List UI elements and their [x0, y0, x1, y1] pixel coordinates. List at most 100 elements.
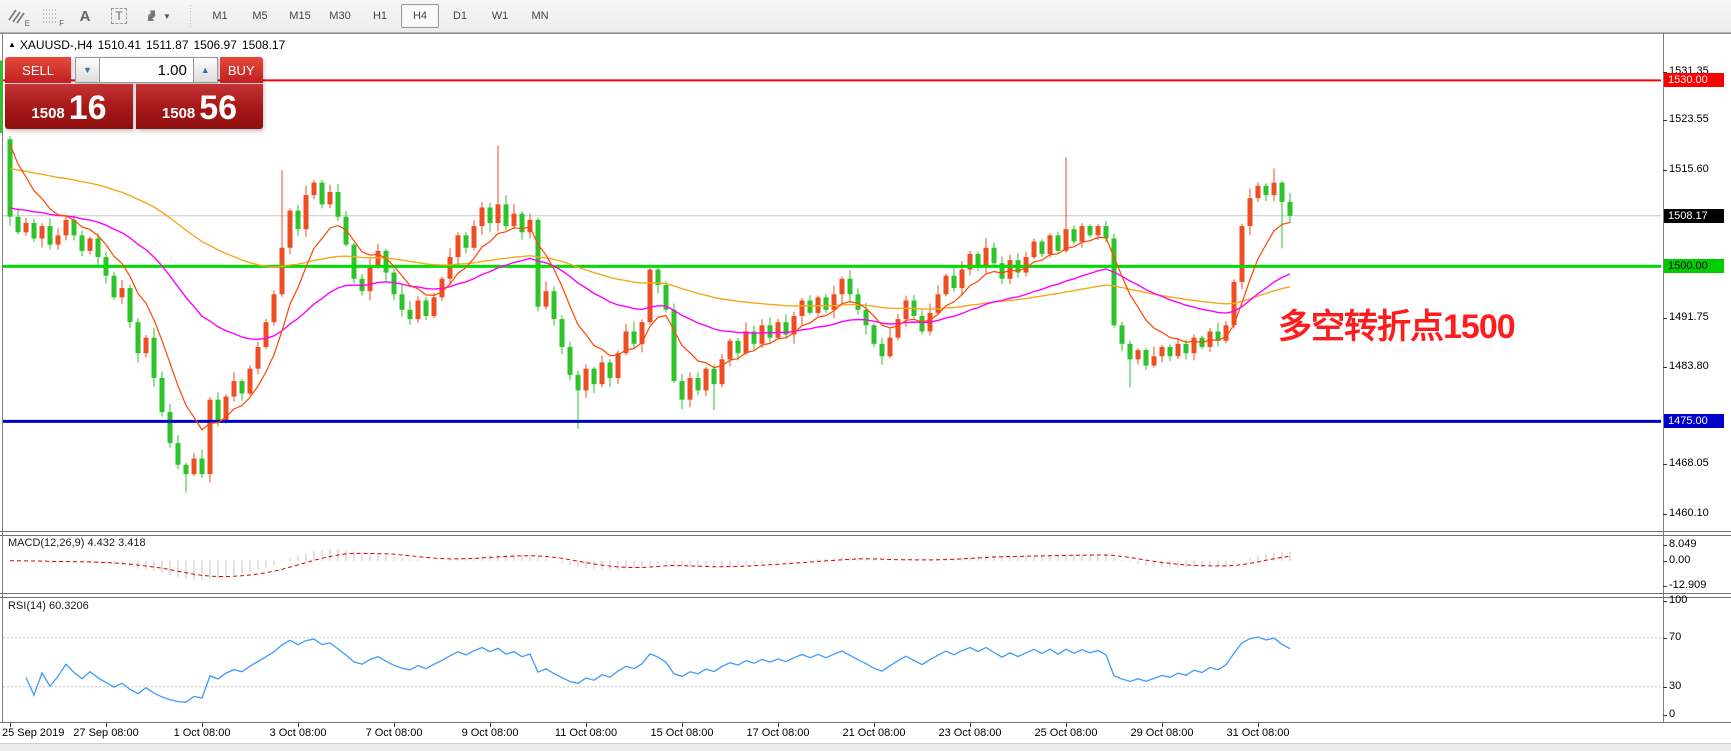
text-label-icon[interactable]: A — [79, 7, 91, 25]
rsi-label: RSI(14) 60.3206 — [8, 600, 89, 612]
price-tick-label: 1460.10 — [1669, 507, 1709, 519]
rsi-tick — [1663, 715, 1667, 716]
macd-main-value: 4.432 — [87, 537, 116, 549]
time-tick — [778, 723, 779, 727]
macd-tick — [1663, 561, 1667, 562]
volume-decrement-button[interactable]: ▼ — [75, 57, 100, 83]
ask-quote[interactable]: 1508 56 — [136, 84, 263, 129]
macd-tick-label: 0.00 — [1669, 554, 1691, 566]
price-tick-label: 1515.60 — [1669, 163, 1709, 175]
rsi-tick — [1663, 687, 1667, 688]
price-tick — [1663, 72, 1667, 73]
time-axis[interactable]: 25 Sep 2019 27 Sep 08:00 1 Oct 08:00 3 Oct … — [0, 723, 1731, 742]
chart-left-border — [2, 33, 3, 722]
bid-small-digits: 1508 — [31, 105, 65, 122]
toolbar: E F A T ▼ M1 M5 M15 M30 H1 H4 D1 W1 MN — [0, 0, 1731, 33]
ask-big-digits: 56 — [199, 89, 238, 127]
rsi-tick-label: 0 — [1669, 708, 1676, 720]
time-tick-label: 27 Sep 08:00 — [73, 727, 139, 739]
price-line-label: 1530.00 — [1664, 73, 1724, 87]
macd-rsi-separator[interactable] — [0, 593, 1731, 594]
bid-quote[interactable]: 1508 16 — [5, 84, 133, 129]
time-tick-label: 29 Oct 08:00 — [1130, 727, 1194, 739]
timeframe-d1[interactable]: D1 — [452, 10, 468, 22]
time-tick — [874, 723, 875, 727]
rsi-plot[interactable] — [0, 597, 1731, 722]
timeframe-m15[interactable]: M15 — [289, 10, 311, 22]
one-click-trade-panel: SELL ▼ ▲ BUY 1508 16 1508 56 — [5, 57, 263, 129]
collapse-icon[interactable]: ▲ — [8, 40, 16, 49]
fast-ma — [9, 144, 1291, 431]
price-tick — [1663, 514, 1667, 515]
rsi-tick-label: 100 — [1669, 594, 1688, 606]
time-tick-label: 7 Oct 08:00 — [365, 727, 423, 739]
rsi-line — [25, 636, 1291, 703]
chart-top-border — [0, 33, 1731, 34]
bid-big-digits: 16 — [68, 89, 107, 127]
main-chart-plot[interactable] — [0, 33, 1731, 531]
time-tick-label: 31 Oct 08:00 — [1226, 727, 1290, 739]
time-tick-label: 15 Oct 08:00 — [650, 727, 714, 739]
time-tick-label: 1 Oct 08:00 — [173, 727, 231, 739]
time-tick — [202, 723, 203, 727]
fibo-grid-icon[interactable]: F — [35, 3, 67, 29]
sell-button[interactable]: SELL — [5, 57, 72, 83]
price-line-label: 1475.00 — [1664, 414, 1724, 428]
time-tick — [490, 723, 491, 727]
time-tick-label: 23 Oct 08:00 — [938, 727, 1002, 739]
rsi-tick-label: 70 — [1669, 631, 1682, 643]
timeframe-w1[interactable]: W1 — [491, 10, 509, 22]
rsi-tick — [1663, 601, 1667, 602]
volume-increment-button[interactable]: ▲ — [192, 57, 218, 83]
time-tick-label: 17 Oct 08:00 — [746, 727, 810, 739]
time-tick — [106, 723, 107, 727]
main-macd-separator[interactable] — [0, 531, 1731, 532]
time-tick-label: 3 Oct 08:00 — [269, 727, 327, 739]
price-tick — [1663, 464, 1667, 465]
buy-button[interactable]: BUY — [219, 57, 263, 83]
price-tick-label: 1491.75 — [1669, 311, 1709, 323]
timeframe-m1[interactable]: M1 — [212, 10, 228, 22]
macd-plot[interactable] — [0, 535, 1731, 593]
time-tick-label: 25 Oct 08:00 — [1034, 727, 1098, 739]
slow-ma — [9, 167, 1291, 310]
rsi-top-border — [0, 597, 1731, 598]
macd-tick — [1663, 545, 1667, 546]
close-value: 1508.17 — [241, 38, 286, 52]
time-tick-label: 9 Oct 08:00 — [461, 727, 519, 739]
price-tick-label: 1523.55 — [1669, 113, 1709, 125]
timeframe-h1[interactable]: H1 — [372, 10, 388, 22]
time-tick — [1066, 723, 1067, 727]
badge-f: F — [59, 19, 64, 28]
price-tick-label: 1483.80 — [1669, 360, 1709, 372]
timeframe-h4[interactable]: H4 — [401, 4, 439, 28]
price-tick — [1663, 318, 1667, 319]
toolbar-grip[interactable] — [188, 5, 194, 27]
low-value: 1506.97 — [193, 38, 237, 52]
macd-top-border — [0, 535, 1731, 536]
price-tick — [1663, 170, 1667, 171]
text-box-icon[interactable]: T — [103, 3, 135, 29]
window-bottom-strip — [0, 743, 1731, 751]
chart-ohlc-header: ▲ XAUUSD-,H4 1510.41 1511.87 1506.97 1508.17 — [8, 38, 290, 52]
timeframe-m5[interactable]: M5 — [252, 10, 268, 22]
open-value: 1510.41 — [97, 38, 141, 52]
price-tick-label: 1468.05 — [1669, 457, 1709, 469]
macd-tick — [1663, 586, 1667, 587]
price-line-label: 1500.00 — [1664, 259, 1724, 273]
symbol-period: XAUUSD-,H4 — [19, 38, 93, 52]
macd-signal-value: 3.418 — [118, 537, 146, 549]
medium-ma — [9, 207, 1291, 341]
time-tick — [682, 723, 683, 727]
cursor-arrows-icon[interactable]: ▼ — [137, 3, 177, 29]
crosshatch-draw-icon[interactable]: E — [1, 3, 33, 29]
ask-small-digits: 1508 — [161, 105, 196, 122]
timeframe-m30[interactable]: M30 — [329, 10, 351, 22]
price-line-label: 1508.17 — [1664, 209, 1724, 223]
time-tick — [1162, 723, 1163, 727]
macd-tick-label: 8.049 — [1669, 538, 1697, 550]
badge-e: E — [24, 19, 30, 28]
timeframe-mn[interactable]: MN — [531, 10, 549, 22]
volume-input[interactable] — [99, 57, 193, 83]
